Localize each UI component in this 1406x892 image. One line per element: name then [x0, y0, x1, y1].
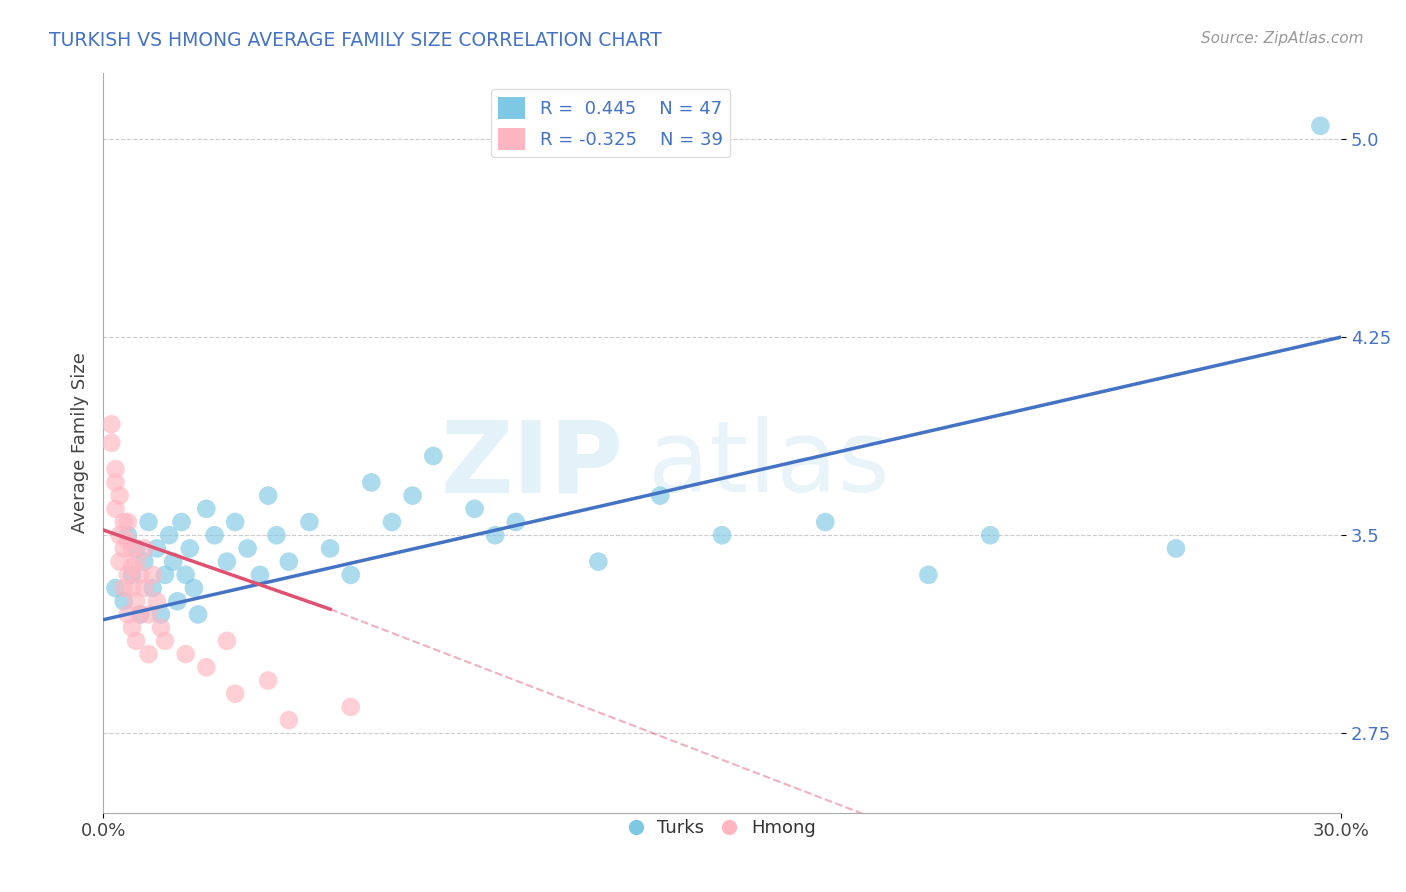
Point: [224, 515, 246, 529]
Point: [157, 528, 180, 542]
Point: [249, 567, 271, 582]
Point: [162, 555, 184, 569]
Point: [339, 567, 361, 582]
Text: TURKISH VS HMONG AVERAGE FAMILY SIZE CORRELATION CHART: TURKISH VS HMONG AVERAGE FAMILY SIZE COR…: [49, 31, 662, 50]
Text: Source: ZipAtlas.com: Source: ZipAtlas.com: [1201, 31, 1364, 46]
Point: [979, 528, 1001, 542]
Point: [224, 687, 246, 701]
Point: [125, 594, 148, 608]
Point: [108, 555, 131, 569]
Point: [149, 607, 172, 622]
Point: [142, 581, 165, 595]
Point: [125, 541, 148, 556]
Point: [277, 555, 299, 569]
Point: [215, 555, 238, 569]
Point: [112, 581, 135, 595]
Point: [117, 567, 139, 582]
Point: [129, 607, 152, 622]
Point: [257, 489, 280, 503]
Text: atlas: atlas: [648, 417, 890, 514]
Point: [339, 700, 361, 714]
Point: [146, 541, 169, 556]
Point: [134, 555, 156, 569]
Point: [117, 607, 139, 622]
Point: [319, 541, 342, 556]
Point: [179, 541, 201, 556]
Point: [1164, 541, 1187, 556]
Point: [121, 581, 143, 595]
Text: ZIP: ZIP: [440, 417, 623, 514]
Point: [138, 607, 160, 622]
Point: [138, 647, 160, 661]
Point: [277, 713, 299, 727]
Point: [138, 515, 160, 529]
Point: [125, 633, 148, 648]
Point: [104, 475, 127, 490]
Point: [236, 541, 259, 556]
Point: [298, 515, 321, 529]
Point: [108, 528, 131, 542]
Point: [149, 621, 172, 635]
Point: [129, 567, 152, 582]
Point: [215, 633, 238, 648]
Point: [100, 435, 122, 450]
Point: [112, 541, 135, 556]
Point: [108, 489, 131, 503]
Point: [650, 489, 672, 503]
Point: [134, 541, 156, 556]
Point: [166, 594, 188, 608]
Point: [121, 621, 143, 635]
Point: [117, 533, 139, 548]
Legend: Turks, Hmong: Turks, Hmong: [621, 812, 823, 844]
Point: [142, 567, 165, 582]
Point: [187, 607, 209, 622]
Point: [505, 515, 527, 529]
Point: [195, 660, 218, 674]
Point: [183, 581, 205, 595]
Point: [134, 581, 156, 595]
Point: [711, 528, 734, 542]
Point: [104, 501, 127, 516]
Point: [917, 567, 939, 582]
Point: [112, 594, 135, 608]
Point: [117, 528, 139, 542]
Point: [174, 647, 197, 661]
Point: [104, 581, 127, 595]
Point: [121, 560, 143, 574]
Point: [117, 515, 139, 529]
Point: [381, 515, 404, 529]
Point: [112, 515, 135, 529]
Point: [125, 555, 148, 569]
Point: [422, 449, 444, 463]
Point: [463, 501, 485, 516]
Point: [1309, 119, 1331, 133]
Y-axis label: Average Family Size: Average Family Size: [72, 352, 89, 533]
Point: [153, 633, 176, 648]
Point: [121, 567, 143, 582]
Point: [195, 501, 218, 516]
Point: [121, 541, 143, 556]
Point: [174, 567, 197, 582]
Point: [104, 462, 127, 476]
Point: [204, 528, 226, 542]
Point: [146, 594, 169, 608]
Point: [129, 607, 152, 622]
Point: [257, 673, 280, 688]
Point: [266, 528, 288, 542]
Point: [100, 417, 122, 432]
Point: [170, 515, 193, 529]
Point: [401, 489, 423, 503]
Point: [360, 475, 382, 490]
Point: [814, 515, 837, 529]
Point: [484, 528, 506, 542]
Point: [153, 567, 176, 582]
Point: [588, 555, 610, 569]
